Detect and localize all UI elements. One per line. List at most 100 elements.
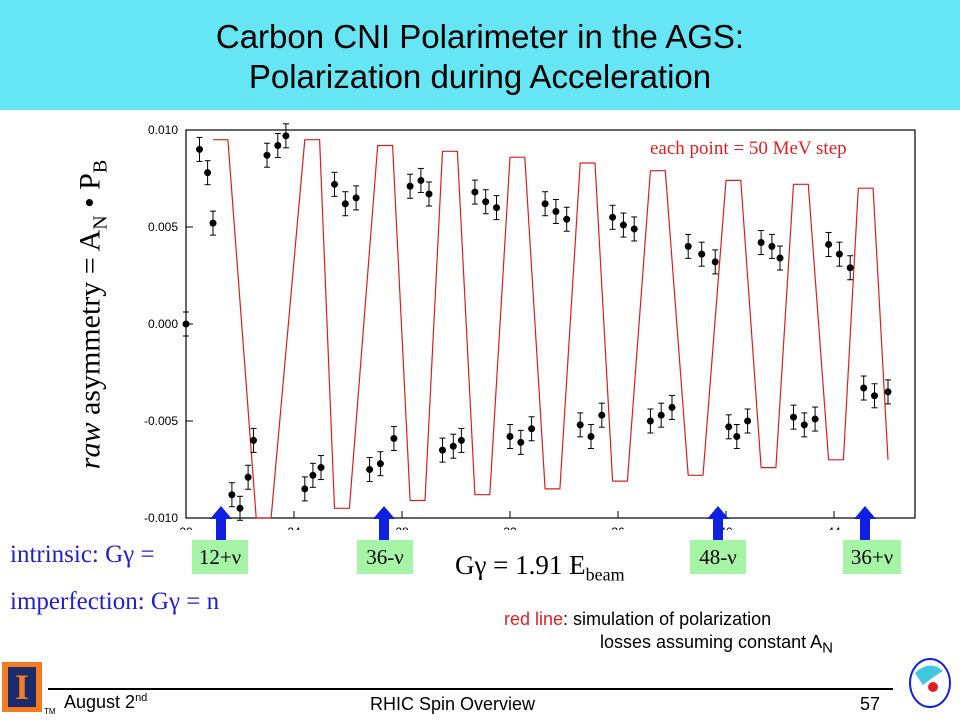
y-tick-label: -0.010 (144, 511, 178, 525)
resonance-box-36plus: 36+ν (843, 540, 901, 574)
data-point (609, 213, 617, 221)
data-point (331, 180, 338, 188)
data-point (425, 190, 433, 198)
footer-title: RHIC Spin Overview (370, 694, 536, 714)
resonance-arrow-36minus (373, 506, 395, 542)
rhic-logo-dot (928, 682, 938, 692)
data-point (825, 240, 833, 248)
point-step-note: each point = 50 MeV step (650, 138, 847, 159)
data-point (366, 466, 374, 473)
rhic-logo-ring (909, 658, 951, 708)
data-point (406, 182, 414, 190)
data-point (800, 421, 808, 429)
data-point (301, 485, 309, 493)
page-number: 57 (860, 694, 881, 714)
x-tick-label: 40 (719, 525, 733, 530)
data-point (860, 384, 868, 392)
y-tick-label: 0.005 (148, 220, 178, 234)
data-point (711, 258, 719, 266)
data-point (776, 254, 784, 262)
x-label-sub: beam (585, 564, 625, 585)
simulation-line (213, 139, 889, 519)
data-point (768, 242, 776, 250)
x-tick-label: 24 (287, 525, 301, 530)
x-tick-label: 28 (395, 525, 409, 530)
data-point (263, 151, 271, 159)
data-point (236, 504, 244, 512)
plot-frame (185, 129, 916, 519)
y-axis-label: raw asymmetry = AN • PB (74, 105, 113, 525)
simulation-note: red line: simulation of polarization (504, 606, 771, 632)
data-point (698, 250, 706, 258)
x-tick-label: 32 (503, 525, 517, 530)
data-point (668, 403, 676, 411)
logo-tm: TM (44, 707, 56, 716)
data-point (250, 436, 257, 444)
simulation-note-red: red line (504, 609, 564, 629)
simulation-note-line2-text: losses assuming constant A (600, 632, 823, 652)
data-point (657, 411, 665, 419)
data-point (884, 388, 892, 396)
data-point (744, 417, 752, 425)
data-point (457, 436, 465, 444)
y-label-raw: raw (73, 422, 107, 470)
data-point (204, 169, 212, 177)
title-bar: Carbon CNI Polarimeter in the AGS: Polar… (0, 0, 960, 110)
y-label-sub-n: N (89, 215, 112, 230)
data-point (757, 239, 765, 247)
y-tick-label: 0.000 (148, 317, 178, 331)
y-label-mid: • P (73, 173, 107, 216)
y-label-main: asymmetry = A (73, 229, 107, 423)
footer-rule (48, 688, 893, 690)
resonance-arrow-48minus (707, 506, 729, 542)
x-label-main: Gγ = 1.91 E (455, 550, 586, 580)
data-point (541, 200, 549, 208)
data-point (471, 188, 479, 196)
data-point (725, 423, 733, 431)
data-point (619, 221, 627, 229)
data-point (376, 460, 384, 468)
slide-title-line1: Carbon CNI Polarimeter in the AGS: (215, 18, 745, 55)
intrinsic-label: intrinsic: Gγ = (10, 541, 155, 568)
data-point (733, 433, 741, 441)
resonance-box-48minus: 48-ν (690, 540, 746, 574)
data-point (439, 446, 446, 454)
illinois-logo: I (2, 662, 42, 712)
data-point (587, 433, 595, 441)
resonance-arrow-36plus (854, 506, 876, 542)
data-point (684, 242, 692, 250)
data-point (563, 215, 571, 223)
data-point (846, 264, 854, 272)
data-point (552, 207, 560, 215)
data-point (317, 464, 325, 472)
data-point (309, 471, 317, 479)
y-tick-label: 0.010 (148, 123, 178, 137)
data-point (209, 219, 217, 227)
data-point (646, 417, 654, 425)
data-point (417, 176, 425, 184)
resonance-box-12plus: 12+ν (192, 540, 248, 574)
footer-date: August 2nd (64, 692, 147, 713)
data-point (449, 442, 457, 450)
data-point (506, 433, 514, 441)
data-point (482, 198, 490, 206)
data-point (528, 425, 536, 433)
simulation-note-rest: : simulation of polarization (563, 609, 772, 629)
x-tick-label: 36 (611, 525, 625, 530)
x-axis-label: Gγ = 1.91 Ebeam (455, 550, 625, 585)
rhic-logo-swoosh (915, 665, 943, 685)
imperfection-label: imperfection: Gγ = n (10, 588, 220, 615)
data-point (790, 413, 797, 421)
data-point (811, 415, 819, 423)
data-point (282, 132, 290, 140)
data-point (630, 225, 638, 233)
footer-date-text: August 2 (64, 692, 136, 712)
data-point (835, 250, 843, 258)
data-point (196, 145, 203, 153)
data-point (341, 200, 349, 208)
footer-date-sup: nd (135, 692, 148, 704)
asymmetry-chart: -0.010 -0.005 0.000 0.005 0.010 20 24 28 32 36 40 4… (144, 123, 916, 530)
y-tick-label: -0.005 (144, 414, 178, 428)
data-point (352, 194, 360, 202)
data-point (598, 411, 606, 419)
